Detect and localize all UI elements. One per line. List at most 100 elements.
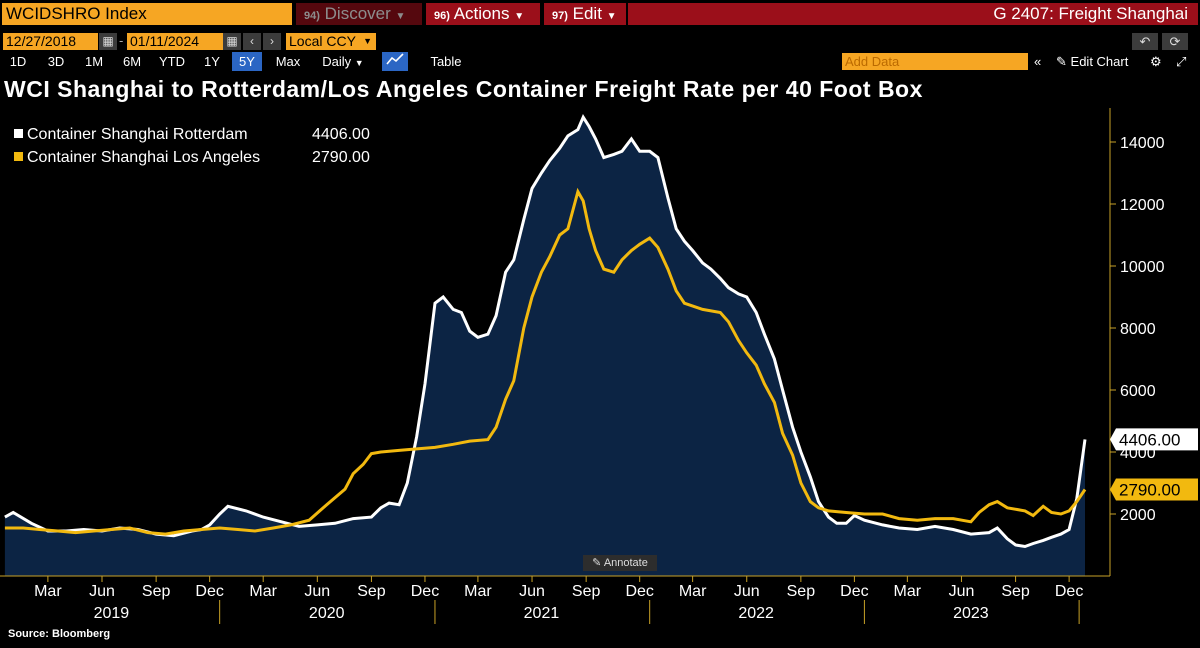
refresh-icon[interactable]: ⟳	[1162, 33, 1188, 50]
legend-label-rotterdam: Container Shanghai Rotterdam	[27, 126, 248, 143]
x-tick-label: Sep	[572, 583, 601, 600]
x-year-label: 2021	[524, 605, 560, 622]
last-value-tag-la: 2790.00	[1110, 478, 1198, 501]
y-tick-label: 14000	[1120, 135, 1165, 152]
x-tick-label: Sep	[142, 583, 171, 600]
x-tick-label: Dec	[625, 583, 653, 600]
frequency-select[interactable]: Daily ▼	[314, 52, 372, 71]
x-tick-label: Mar	[679, 583, 707, 600]
x-tick-label: Jun	[89, 583, 115, 600]
next-arrow-icon[interactable]: ›	[263, 33, 281, 50]
rotterdam-area	[4, 117, 1085, 576]
frequency-label: Daily	[322, 54, 352, 69]
actions-number: 96)	[434, 10, 450, 22]
calendar-icon[interactable]: ▦	[223, 33, 241, 50]
period-6m[interactable]: 6M	[122, 54, 142, 69]
x-tick-label: Mar	[894, 583, 922, 600]
rotterdam-line	[4, 113, 1087, 549]
y-tick-label: 6000	[1120, 383, 1156, 400]
pencil-icon: ✎	[1056, 54, 1067, 69]
actions-label: Actions	[453, 4, 510, 23]
edit-number: 97)	[552, 10, 568, 22]
x-year-label: 2019	[94, 605, 130, 622]
function-title: G 2407: Freight Shanghai	[628, 3, 1198, 25]
x-year-label: 2020	[309, 605, 345, 622]
source-label: Source: Bloomberg	[8, 628, 111, 640]
end-date-input[interactable]: 01/11/2024	[127, 33, 223, 50]
calendar-icon[interactable]: ▦	[99, 33, 117, 50]
currency-select[interactable]: Local CCY ▼	[286, 33, 376, 50]
header-bar: WCIDSHRO Index 94) Discover ▼ 96) Action…	[0, 0, 1200, 28]
y-tick-label: 10000	[1120, 259, 1165, 276]
y-tick-label: 2000	[1120, 507, 1156, 524]
settings-icon[interactable]: ⚙	[1150, 54, 1162, 69]
ticker-field[interactable]: WCIDSHRO Index	[2, 3, 292, 25]
add-data-input[interactable]: Add Data	[842, 53, 1028, 70]
x-tick-label: Sep	[357, 583, 386, 600]
start-date-input[interactable]: 12/27/2018	[3, 33, 98, 50]
x-year-label: 2023	[953, 605, 989, 622]
dropdown-arrow-icon: ▼	[514, 11, 525, 22]
x-tick-label: Mar	[249, 583, 277, 600]
legend-swatch-rotterdam	[14, 129, 23, 138]
period-max[interactable]: Max	[275, 54, 301, 69]
x-tick-label: Mar	[34, 583, 62, 600]
period-3d[interactable]: 3D	[47, 54, 65, 69]
period-1m[interactable]: 1M	[84, 54, 104, 69]
last-value-text: 2790.00	[1119, 481, 1180, 500]
table-button[interactable]: Table	[430, 54, 462, 69]
dropdown-arrow-icon: ▼	[395, 11, 406, 22]
currency-label: Local CCY	[289, 33, 356, 49]
x-tick-label: Mar	[464, 583, 492, 600]
prev-arrow-icon[interactable]: ‹	[243, 33, 261, 50]
chart-title: WCI Shanghai to Rotterdam/Los Angeles Co…	[4, 76, 923, 102]
actions-menu[interactable]: 96) Actions ▼	[426, 3, 540, 25]
la-line	[4, 187, 1087, 536]
last-value-tag-rotterdam: 4406.00	[1110, 428, 1198, 451]
legend-swatch-la	[14, 152, 23, 161]
date-separator: -	[119, 33, 124, 48]
x-tick-label: Jun	[519, 583, 545, 600]
pencil-icon: ✎	[592, 557, 602, 569]
legend-label-la: Container Shanghai Los Angeles	[27, 149, 261, 166]
x-tick-label: Jun	[949, 583, 975, 600]
annotate-label: Annotate	[603, 557, 648, 569]
x-tick-label: Dec	[840, 583, 868, 600]
legend-item-la: Container Shanghai Los Angeles 2790.00	[14, 147, 370, 169]
x-tick-label: Jun	[734, 583, 760, 600]
undo-icon[interactable]: ↶	[1132, 33, 1158, 50]
discover-number: 94)	[304, 10, 320, 22]
annotate-button[interactable]: ✎ Annotate	[583, 555, 657, 571]
period-1y[interactable]: 1Y	[204, 54, 220, 69]
x-tick-label: Dec	[411, 583, 439, 600]
period-ytd[interactable]: YTD	[159, 54, 185, 69]
edit-label: Edit	[572, 4, 602, 23]
edit-chart-label: Edit Chart	[1070, 54, 1129, 69]
legend-item-rotterdam: Container Shanghai Rotterdam 4406.00	[14, 124, 370, 146]
collapse-icon[interactable]: «	[1034, 54, 1042, 69]
date-bar: 12/27/2018 ▦ - 01/11/2024 ▦ ‹ › Local CC…	[0, 31, 1200, 51]
period-1d[interactable]: 1D	[9, 54, 27, 69]
chart-toolbar: 1D 3D 1M 6M YTD 1Y 5Y Max Daily ▼ Table …	[0, 52, 1200, 71]
legend-value-la: 2790.00	[312, 149, 370, 166]
edit-menu[interactable]: 97) Edit ▼	[544, 3, 626, 25]
last-value-text: 4406.00	[1119, 430, 1180, 449]
x-tick-label: Dec	[195, 583, 223, 600]
discover-menu[interactable]: 94) Discover ▼	[296, 3, 422, 25]
y-tick-label: 8000	[1120, 321, 1156, 338]
chevron-down-icon: ▼	[363, 36, 372, 46]
expand-icon[interactable]: ⤢	[1176, 54, 1187, 69]
line-chart-icon[interactable]	[382, 52, 408, 71]
chevron-down-icon: ▼	[354, 58, 364, 68]
legend-value-rotterdam: 4406.00	[312, 126, 370, 143]
y-tick-label: 12000	[1120, 197, 1165, 214]
x-tick-label: Sep	[787, 583, 816, 600]
edit-chart-button[interactable]: ✎ Edit Chart	[1056, 52, 1128, 71]
period-5y[interactable]: 5Y	[232, 52, 262, 71]
x-tick-label: Dec	[1055, 583, 1083, 600]
legend: Container Shanghai Rotterdam 4406.00 Con…	[14, 122, 384, 174]
x-tick-label: Sep	[1001, 583, 1030, 600]
x-year-label: 2022	[738, 605, 774, 622]
